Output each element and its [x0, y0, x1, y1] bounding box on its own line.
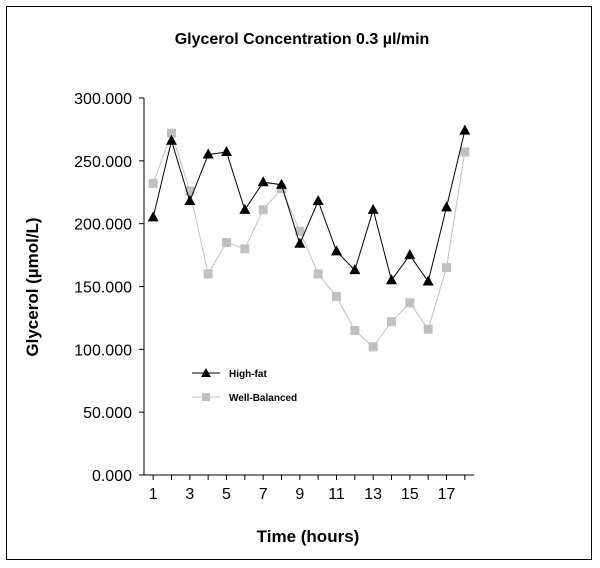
data-point-high-fat	[221, 146, 232, 157]
data-point-well-balanced	[203, 269, 213, 279]
x-tick-label: 5	[222, 486, 231, 503]
series-high-fat	[147, 124, 471, 286]
data-point-high-fat	[441, 201, 452, 212]
plot-series	[147, 124, 471, 352]
data-point-high-fat	[276, 178, 287, 189]
data-point-well-balanced	[405, 298, 415, 308]
data-point-high-fat	[239, 203, 251, 214]
data-point-high-fat	[294, 237, 306, 248]
data-point-well-balanced	[167, 128, 176, 138]
data-point-high-fat	[331, 245, 342, 256]
data-point-high-fat	[147, 211, 159, 222]
series-well-balanced	[148, 128, 470, 352]
series-line-well-balanced	[152, 131, 466, 348]
data-point-well-balanced	[295, 226, 305, 236]
legend-label-well-balanced: Well-Balanced	[229, 393, 297, 404]
y-tick-label: 250.000	[74, 154, 132, 171]
data-point-well-balanced	[240, 244, 250, 254]
y-tick-label: 200.000	[74, 217, 132, 234]
y-tick-label: 0.000	[92, 468, 132, 485]
data-point-well-balanced	[442, 263, 451, 273]
data-point-well-balanced	[313, 269, 323, 279]
legend-item-well-balanced: Well-Balanced	[192, 393, 297, 404]
x-axis: 1 3 5 7 9 11 13 15 17	[144, 474, 474, 503]
data-point-high-fat	[386, 274, 397, 285]
y-axis-title: Glycerol (µmol/L)	[23, 217, 42, 356]
data-point-high-fat	[166, 134, 177, 145]
data-point-well-balanced	[368, 342, 378, 352]
legend-triangle-marker	[201, 368, 211, 377]
y-axis: 0.000 50.000 100.000 150.000 200.000 250.000 3…	[74, 91, 145, 485]
y-tick-label: 150.000	[74, 280, 132, 297]
data-point-well-balanced	[460, 147, 470, 157]
data-point-high-fat	[422, 275, 434, 286]
y-tick-label: 300.000	[74, 91, 132, 108]
x-tick-label: 11	[328, 486, 345, 503]
legend-square-marker	[202, 393, 210, 401]
x-tick-label: 17	[438, 486, 456, 503]
x-tick-label: 7	[259, 486, 268, 503]
chart-frame	[6, 6, 592, 560]
y-tick-label: 100.000	[74, 342, 132, 359]
chart-title: Glycerol Concentration 0.3 µl/min	[175, 31, 430, 48]
data-point-well-balanced	[350, 325, 360, 335]
data-point-well-balanced	[222, 238, 231, 248]
legend: High-fat Well-Balanced	[192, 368, 297, 404]
legend-label-high-fat: High-fat	[229, 369, 267, 380]
data-point-high-fat	[257, 176, 269, 187]
data-point-high-fat	[459, 124, 471, 135]
data-point-well-balanced	[148, 178, 158, 188]
data-point-well-balanced	[387, 317, 396, 327]
legend-item-high-fat: High-fat	[192, 368, 267, 380]
x-tick-label: 9	[295, 486, 304, 503]
data-point-high-fat	[202, 148, 214, 159]
data-point-high-fat	[349, 264, 361, 275]
data-point-well-balanced	[185, 186, 195, 196]
data-point-well-balanced	[258, 205, 268, 215]
x-tick-label: 1	[149, 486, 158, 503]
data-point-high-fat	[184, 195, 196, 206]
data-point-high-fat	[312, 195, 324, 206]
data-point-well-balanced	[332, 292, 341, 302]
x-axis-title: Time (hours)	[257, 527, 360, 546]
x-tick-label: 15	[401, 486, 419, 503]
series-line-high-fat	[152, 130, 466, 283]
x-tick-label: 3	[185, 486, 194, 503]
x-tick-label: 13	[364, 486, 382, 503]
data-point-high-fat	[404, 249, 416, 260]
data-point-high-fat	[367, 203, 379, 214]
y-tick-label: 50.000	[83, 405, 132, 422]
data-point-well-balanced	[423, 324, 433, 334]
